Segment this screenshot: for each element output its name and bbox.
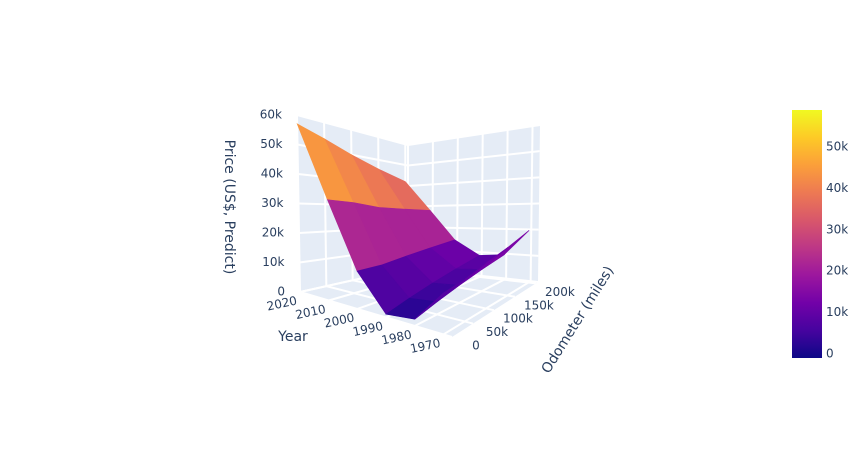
x-tick-label: 1980: [380, 327, 413, 347]
x-axis-title: Year: [277, 329, 308, 345]
colorbar: [792, 110, 822, 358]
x-tick-label: 2020: [266, 293, 299, 313]
scene-labels: 197019801990200020102020050k100k150k200k…: [260, 108, 575, 356]
x-tick-label: 2000: [323, 310, 356, 330]
z-tick-label: 0: [277, 285, 285, 299]
z-axis-title: Price (US$, Predict): [221, 140, 237, 275]
surface: [296, 123, 530, 320]
colorbar-tick-label: 40k: [826, 181, 848, 195]
grid-line: [407, 202, 540, 208]
x-tick-label: 1970: [409, 336, 442, 356]
y-tick-label: 50k: [486, 325, 508, 339]
z-tick-label: 50k: [260, 137, 282, 151]
colorbar-tick-label: 10k: [826, 305, 848, 319]
z-tick-label: 30k: [261, 196, 283, 210]
z-tick-label: 10k: [262, 255, 284, 269]
z-tick-label: 40k: [261, 167, 283, 181]
colorbar-tick-label: 20k: [826, 264, 848, 278]
grid-line: [296, 114, 409, 146]
y-axis-title: Odometer (miles): [539, 263, 618, 376]
z-tick-label: 20k: [262, 226, 284, 240]
grid-line: [407, 150, 540, 167]
surface-patch: [414, 278, 466, 320]
z-tick-label: 60k: [260, 108, 282, 122]
y-tick-label: 200k: [545, 285, 575, 299]
grid-line: [299, 291, 453, 338]
x-tick-label: 1990: [352, 319, 385, 339]
grid-line: [407, 124, 541, 146]
x-tick-label: 2010: [294, 302, 327, 322]
y-tick-label: 150k: [524, 298, 554, 312]
y-tick-label: 0: [472, 339, 480, 353]
colorbar-tick-label: 0: [826, 346, 834, 360]
colorbar-tick-label: 50k: [826, 140, 848, 154]
colorbar-ticks: 0 10k 20k 30k 40k 50k: [826, 140, 848, 361]
grid-line: [407, 176, 540, 187]
y-tick-label: 100k: [503, 312, 533, 326]
colorbar-tick-label: 30k: [826, 222, 848, 236]
